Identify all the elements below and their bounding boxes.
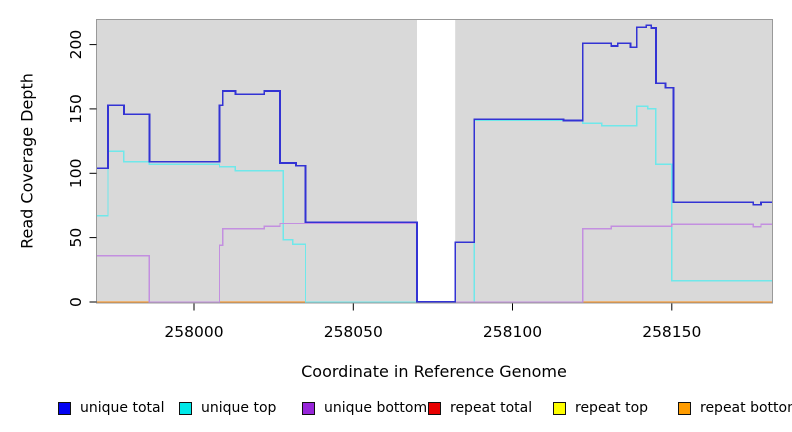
y-tick-label: 100 [67,159,85,189]
legend-item-unique-total: unique total [58,400,164,416]
legend-item-unique-bottom: unique bottom [302,400,427,416]
legend-item-repeat-top: repeat top [553,400,648,416]
series-line-unique-total [96,24,773,303]
y-tick-label: 0 [67,297,85,307]
legend-label-unique-bottom: unique bottom [324,400,428,416]
legend-item-repeat-total: repeat total [428,400,532,416]
legend-label-repeat-top: repeat top [575,400,649,416]
y-tick-label: 150 [67,94,85,124]
legend-label-unique-total: unique total [80,400,165,416]
x-tick-label: 258050 [324,323,383,341]
y-tick-label: 200 [67,30,85,60]
x-tick-label: 258150 [642,323,701,341]
chart-canvas: 258000 258050 258100 258150 0 50 100 150 200 [67,19,773,341]
y-tick-label: 50 [67,228,85,248]
legend-swatch-unique-bottom [302,401,315,415]
legend-label-unique-top: unique top [201,400,277,416]
legend-label-repeat-bottom: repeat bottom [700,400,792,416]
x-tick-label: 258100 [483,323,542,341]
y-axis-title: Read Coverage Depth [17,73,37,249]
legend-label-repeat-total: repeat total [450,400,533,416]
legend-swatch-repeat-top [553,401,566,415]
masked-gap-region [417,19,456,303]
x-tick-label: 258000 [164,323,223,341]
legend-swatch-repeat-total [428,401,441,415]
legend-item-unique-top: unique top [179,400,276,416]
legend-swatch-unique-total [58,401,71,415]
legend-swatch-repeat-bottom [678,401,691,415]
panel-border [96,19,773,304]
legend-swatch-unique-top [179,401,192,415]
x-axis-title: Coordinate in Reference Genome [301,362,567,381]
legend: unique total unique top unique bottom repea… [0,400,792,422]
legend-item-repeat-bottom: repeat bottom [678,400,792,416]
